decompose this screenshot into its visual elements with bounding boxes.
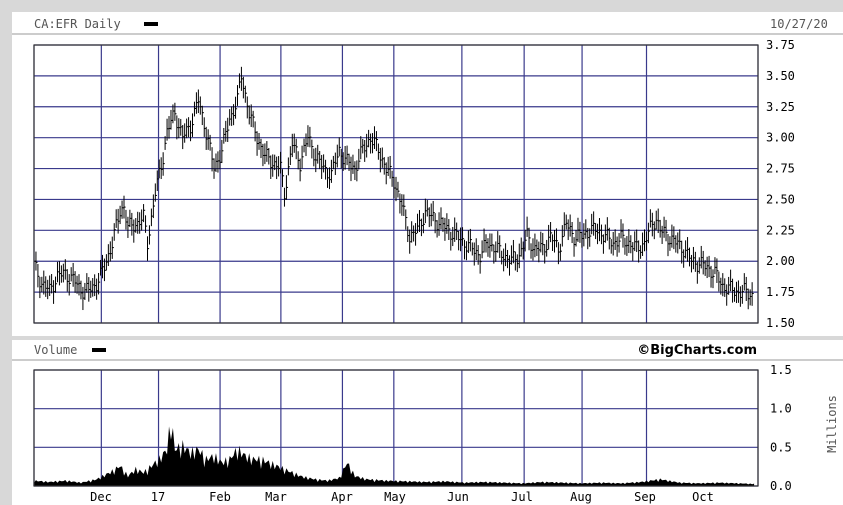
price-tick-label: 2.75 [766, 162, 795, 176]
volume-label: Volume [34, 343, 77, 357]
x-tick-label: Dec [90, 490, 112, 504]
price-tick-label: 2.50 [766, 192, 795, 206]
volume-plot-frame [33, 369, 759, 487]
date-label: 10/27/20 [770, 17, 828, 31]
volume-tick-label: 1.5 [770, 363, 792, 377]
volume-area [34, 426, 755, 486]
price-plot-frame [33, 44, 759, 324]
brand-watermark: ©BigCharts.com [637, 343, 757, 358]
price-legend-swatch [144, 22, 158, 26]
x-tick-label: Jul [511, 490, 533, 504]
price-tick-label: 3.25 [766, 100, 795, 114]
price-tick-label: 1.75 [766, 285, 795, 299]
volume-tick-label: 0.5 [770, 440, 792, 454]
symbol-label: CA:EFR Daily [34, 17, 121, 31]
x-tick-label: Feb [209, 490, 231, 504]
x-tick-label: Aug [570, 490, 592, 504]
volume-y-axis: 1.5 1.0 0.5 0.0 [770, 363, 792, 493]
x-tick-label: 17 [151, 490, 165, 504]
price-y-axis: 3.75 3.50 3.25 3.00 2.75 2.50 2.25 2.00 1.75 1.50 [766, 38, 795, 330]
price-tick-label: 3.50 [766, 69, 795, 83]
price-tick-label: 2.25 [766, 223, 795, 237]
x-tick-label: Jun [447, 490, 469, 504]
volume-panel: Volume ©BigCharts.com 1.5 1.0 0.5 0.0 Milli… [12, 340, 843, 505]
x-tick-label: Oct [692, 490, 714, 504]
x-tick-label: Sep [634, 490, 656, 504]
price-series [33, 66, 754, 311]
price-tick-label: 1.50 [766, 316, 795, 330]
price-panel: CA:EFR Daily 10/27/20 3.75 3.50 3.25 3.00 2.… [12, 12, 843, 336]
volume-axis-title: Millions [825, 395, 839, 453]
x-tick-label: May [384, 490, 406, 504]
x-axis-labels: Dec 17 Feb Mar Apr May Jun Jul Aug Sep Oct [90, 490, 714, 504]
volume-legend-swatch [92, 348, 106, 352]
volume-tick-label: 0.0 [770, 479, 792, 493]
price-tick-label: 2.00 [766, 254, 795, 268]
x-tick-label: Apr [331, 490, 353, 504]
price-panel-background [12, 12, 843, 336]
x-tick-label: Mar [265, 490, 287, 504]
volume-tick-label: 1.0 [770, 402, 792, 416]
price-tick-label: 3.00 [766, 131, 795, 145]
price-tick-label: 3.75 [766, 38, 795, 52]
